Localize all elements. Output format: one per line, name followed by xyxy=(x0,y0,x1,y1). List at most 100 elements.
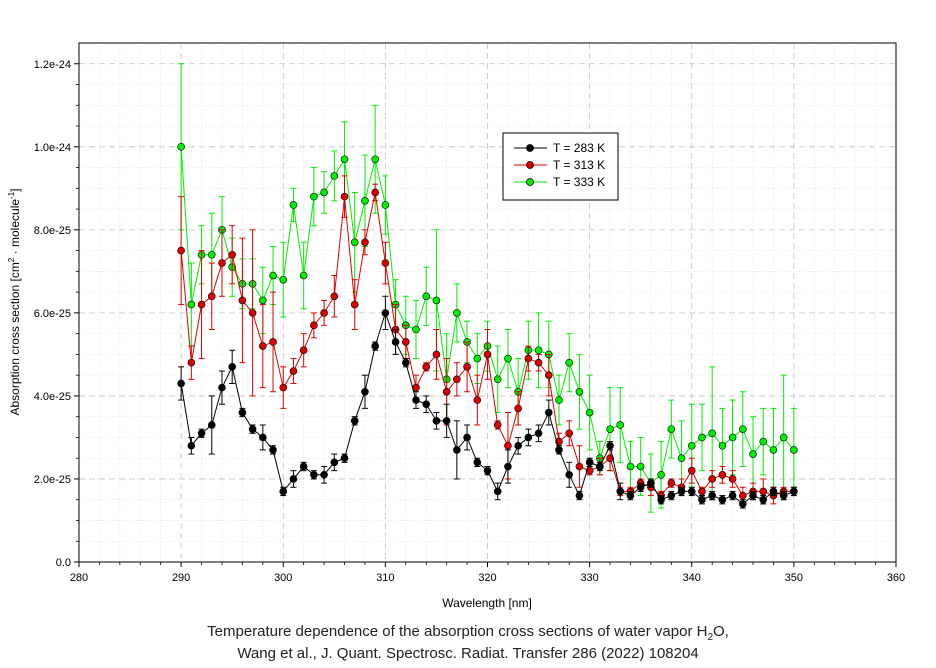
data-point xyxy=(197,429,206,438)
legend-marker-283 xyxy=(526,144,534,152)
data-point xyxy=(626,462,635,471)
data-point xyxy=(606,454,614,463)
data-point xyxy=(565,358,574,367)
data-point xyxy=(422,400,431,409)
y-tick-label: 6.0e-25 xyxy=(34,308,71,320)
legend: T = 283 K T = 313 K T = 333 K xyxy=(502,132,619,201)
data-point xyxy=(534,358,543,367)
data-point xyxy=(422,292,431,301)
data-point xyxy=(299,346,308,355)
data-point xyxy=(687,487,696,496)
data-point xyxy=(698,433,706,442)
data-point xyxy=(739,491,747,500)
data-point xyxy=(218,259,226,267)
chart: 280 290 300 310 320 330 340 350 360 0.0 2.0e-25 4.0… xyxy=(7,42,905,610)
data-point xyxy=(575,462,584,471)
data-point xyxy=(514,441,522,450)
data-point xyxy=(708,491,716,500)
data-point xyxy=(177,379,185,388)
data-point xyxy=(779,433,788,442)
data-point xyxy=(299,462,308,471)
data-point xyxy=(177,246,185,255)
data-point xyxy=(289,475,298,483)
data-point xyxy=(534,429,543,438)
data-point xyxy=(432,417,441,425)
data-point xyxy=(759,495,768,504)
data-point xyxy=(769,446,778,454)
series-layer xyxy=(177,63,798,513)
data-point xyxy=(340,192,349,201)
data-point xyxy=(647,479,655,487)
data-point xyxy=(779,491,788,500)
caption-line-2: Wang et al., J. Quant. Spectrosc. Radiat… xyxy=(237,645,699,662)
data-point xyxy=(391,338,400,346)
data-point xyxy=(453,375,461,384)
data-point xyxy=(279,383,288,392)
data-point xyxy=(473,396,482,404)
legend-label-283: T = 283 K xyxy=(553,141,605,155)
data-point xyxy=(269,271,277,280)
data-point xyxy=(585,458,594,467)
data-point xyxy=(218,383,226,392)
data-point xyxy=(636,483,645,492)
data-point xyxy=(350,417,359,425)
data-point xyxy=(616,487,625,496)
data-point xyxy=(504,354,512,363)
data-point xyxy=(759,437,768,446)
x-tick-label: 300 xyxy=(274,572,292,584)
data-point xyxy=(248,425,257,433)
data-point xyxy=(310,321,318,330)
x-axis-label: Wavelength [nm] xyxy=(442,596,532,610)
data-point xyxy=(177,143,185,151)
data-point xyxy=(340,454,349,463)
data-point xyxy=(749,450,757,458)
data-point xyxy=(667,479,676,487)
data-point xyxy=(197,300,206,309)
data-point xyxy=(453,309,461,317)
x-tick-label: 290 xyxy=(172,572,190,584)
data-point xyxy=(790,487,798,496)
data-point xyxy=(259,296,267,305)
data-point xyxy=(473,354,482,363)
data-point xyxy=(606,425,614,433)
data-point xyxy=(350,238,359,247)
data-point xyxy=(401,358,410,367)
data-point xyxy=(544,371,553,379)
data-point xyxy=(320,471,328,479)
data-point xyxy=(606,441,614,450)
data-point xyxy=(320,309,328,317)
data-point xyxy=(636,462,645,471)
data-point xyxy=(483,350,492,359)
data-point xyxy=(677,454,686,463)
data-point xyxy=(187,358,196,367)
data-point xyxy=(371,342,379,350)
data-point xyxy=(698,495,706,504)
data-point xyxy=(534,346,543,355)
data-point xyxy=(371,155,379,164)
data-point xyxy=(728,475,737,483)
data-point xyxy=(412,325,420,334)
data-point xyxy=(708,475,716,483)
data-point xyxy=(228,363,236,371)
data-point xyxy=(361,387,369,396)
data-point xyxy=(412,396,420,404)
axis-ticks: 280 290 300 310 320 330 340 350 360 0.0 2.0e-25 4.0… xyxy=(34,59,905,584)
data-point xyxy=(442,387,451,396)
x-tick-label: 350 xyxy=(785,572,803,584)
data-point xyxy=(739,500,747,508)
data-point xyxy=(207,421,216,429)
data-point xyxy=(401,338,410,346)
y-tick-label: 1.2e-24 xyxy=(34,59,71,71)
data-point xyxy=(718,495,727,504)
legend-marker-333 xyxy=(526,178,534,186)
data-point xyxy=(575,387,584,396)
data-point xyxy=(422,363,431,371)
data-point xyxy=(330,292,339,301)
data-point xyxy=(575,491,584,500)
y-tick-label: 2.0e-25 xyxy=(34,474,71,486)
data-point xyxy=(626,491,635,500)
legend-label-333: T = 333 K xyxy=(553,175,605,189)
x-tick-label: 310 xyxy=(376,572,394,584)
data-point xyxy=(259,433,267,442)
data-point xyxy=(187,441,196,450)
